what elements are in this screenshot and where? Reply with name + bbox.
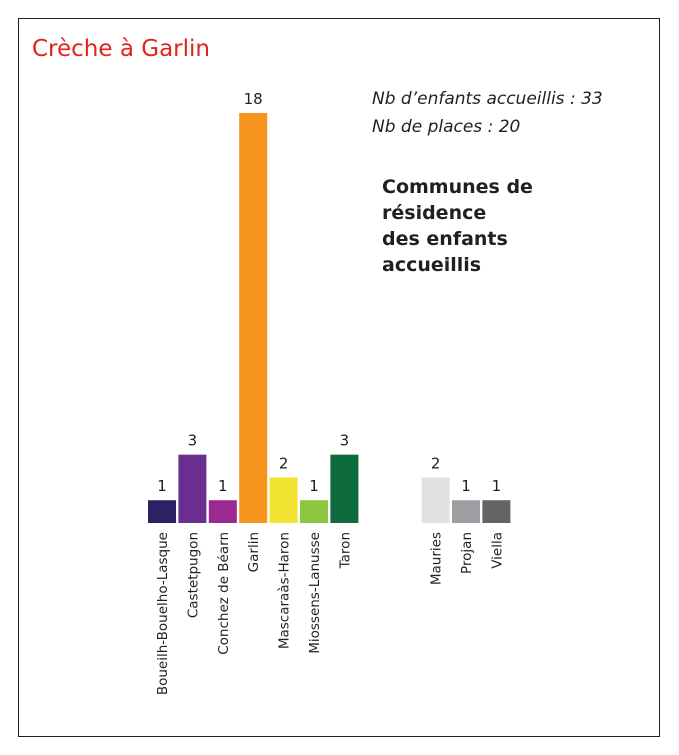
bar [300,500,328,523]
bar [148,500,176,523]
chart-title: Crèche à Garlin [32,36,210,62]
value-label: 1 [218,477,228,495]
frame [18,18,660,737]
bar [421,477,450,523]
heading: accueillis [382,254,481,276]
x-tick-label: Taron [337,532,353,569]
x-tick-label: Mauries [429,532,445,585]
note: Nb d’enfants accueillis : 33 [372,89,603,109]
x-tick-label: Conchez de Béarn [216,532,232,655]
bar [452,500,480,523]
x-tick-label: Garlin [246,532,262,572]
bar [269,477,298,523]
bar [208,500,237,523]
value-label: 2 [431,454,441,472]
value-label: 1 [492,477,502,495]
bar [178,454,207,523]
note: Nb de places : 20 [372,117,520,137]
value-label: 1 [157,477,167,495]
value-label: 1 [461,477,471,495]
x-tick-label: Mascaraàs-Haron [277,532,293,649]
value-label: 18 [244,90,263,108]
heading: Communes de [382,176,533,198]
x-tick-label: Projan [459,532,475,574]
heading: résidence [382,202,486,224]
x-tick-label: Miossens-Lanusse [307,532,323,654]
bar [239,113,268,523]
bar [330,454,359,523]
x-tick-label: Castetpugon [185,532,201,618]
heading: des enfants [382,228,508,250]
value-label: 2 [279,454,289,472]
x-tick-label: Boueilh-Bouelho-Lasque [155,532,171,695]
value-label: 3 [188,432,198,450]
bar [482,500,511,523]
value-label: 3 [340,432,350,450]
value-label: 1 [309,477,319,495]
x-tick-label: Viella [489,532,505,569]
